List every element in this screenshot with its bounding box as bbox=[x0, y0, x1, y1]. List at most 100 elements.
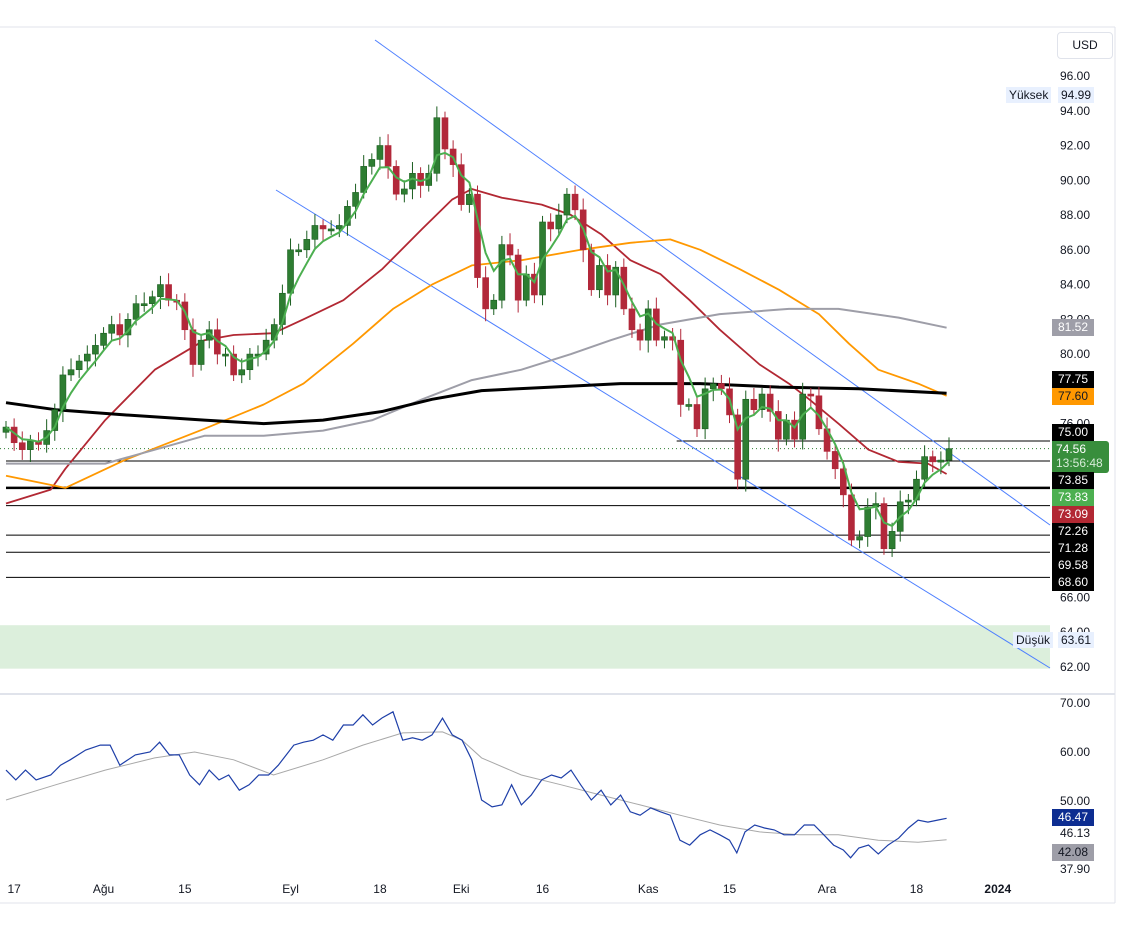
candle bbox=[766, 385, 774, 422]
price-tick-label: 84.00 bbox=[1060, 278, 1090, 292]
candle-body-down bbox=[571, 193, 579, 211]
time-tick-label: 17 bbox=[7, 882, 21, 896]
candle-body-up bbox=[83, 353, 91, 362]
candle bbox=[547, 213, 554, 242]
candle bbox=[157, 275, 164, 310]
candle-body-up bbox=[905, 499, 912, 503]
candle-body-down bbox=[189, 329, 197, 365]
candle bbox=[75, 354, 83, 378]
candle bbox=[83, 345, 91, 372]
time-tick-label: Eyl bbox=[282, 882, 299, 896]
candle bbox=[67, 358, 75, 382]
time-tick-label: Eki bbox=[453, 882, 470, 896]
high-value: 94.99 bbox=[1058, 87, 1095, 103]
time-tick-label: Ara bbox=[818, 882, 837, 896]
level-7226-label: 72.26 bbox=[1052, 523, 1094, 540]
candle bbox=[230, 345, 237, 382]
candle-body-up bbox=[311, 225, 319, 240]
candle-body-up bbox=[742, 398, 750, 480]
candle bbox=[791, 411, 798, 448]
rsi-band-upper: 46.13 bbox=[1060, 825, 1091, 841]
time-tick-label: Kas bbox=[638, 882, 659, 896]
candle-body-up bbox=[644, 308, 652, 341]
candle bbox=[661, 330, 668, 349]
candle bbox=[368, 153, 376, 175]
candle-body-down bbox=[718, 383, 725, 390]
channel-lower-line[interactable] bbox=[275, 189, 1051, 669]
last-price-label: 74.56 13:56:48 bbox=[1052, 441, 1109, 473]
candle-body-up bbox=[287, 249, 294, 294]
candle-body-down bbox=[807, 393, 815, 397]
ma-black-price-label: 77.75 bbox=[1052, 371, 1094, 388]
time-tick-label: 18 bbox=[373, 882, 387, 896]
candle bbox=[815, 387, 823, 435]
candle bbox=[612, 261, 619, 308]
candle bbox=[222, 347, 229, 367]
candle-body-up bbox=[75, 360, 83, 371]
candle bbox=[758, 387, 766, 418]
candle-body-down bbox=[620, 266, 628, 310]
candle bbox=[295, 243, 302, 256]
ma-fast-line bbox=[5, 151, 950, 528]
candle bbox=[929, 450, 937, 473]
candle-body-down bbox=[18, 442, 26, 450]
candle-body-up bbox=[344, 206, 351, 226]
channel-upper-line[interactable] bbox=[374, 39, 1051, 526]
candle bbox=[701, 377, 709, 440]
demand-zone bbox=[0, 625, 1050, 669]
candle-body-up bbox=[888, 531, 896, 550]
candle-body-up bbox=[856, 536, 863, 541]
candle-body-up bbox=[433, 117, 441, 174]
candle-body-up bbox=[498, 244, 506, 301]
rsi-axis[interactable]: 70.00 60.00 50.00 bbox=[1060, 696, 1090, 808]
candle-body-up bbox=[522, 273, 530, 301]
rsi-ma-line bbox=[5, 731, 947, 843]
candle-body-up bbox=[409, 173, 416, 190]
candle bbox=[856, 530, 863, 549]
candle bbox=[116, 313, 124, 346]
candle-body-up bbox=[596, 265, 603, 291]
candle-body-up bbox=[157, 284, 164, 298]
candle bbox=[734, 408, 741, 490]
candle bbox=[522, 265, 530, 307]
rsi-ma-value-label: 42.08 bbox=[1052, 844, 1094, 861]
candle-body-down bbox=[880, 503, 888, 550]
candle-body-down bbox=[929, 456, 937, 463]
candle bbox=[636, 323, 644, 351]
price-tick-label: 94.00 bbox=[1060, 104, 1090, 118]
price-tick-label: 66.00 bbox=[1060, 590, 1090, 604]
candle bbox=[319, 219, 327, 242]
candle bbox=[750, 387, 758, 416]
candle bbox=[514, 248, 522, 313]
high-label: Yüksek bbox=[1006, 87, 1052, 103]
bar-countdown: 13:56:48 bbox=[1056, 456, 1103, 470]
candle bbox=[677, 328, 685, 417]
candle bbox=[685, 398, 693, 411]
candle-body-up bbox=[67, 369, 75, 376]
candle-body-down bbox=[840, 468, 847, 496]
time-tick-label: 16 bbox=[536, 882, 550, 896]
candle bbox=[100, 327, 107, 352]
candle bbox=[888, 522, 896, 557]
currency-button[interactable]: USD bbox=[1057, 32, 1113, 59]
candle-body-up bbox=[197, 339, 205, 365]
rsi-tick-label: 50.00 bbox=[1060, 794, 1090, 808]
candle-body-down bbox=[181, 301, 189, 331]
candle bbox=[693, 395, 701, 437]
candle-body-down bbox=[734, 414, 741, 480]
rsi-value-label: 46.47 bbox=[1052, 809, 1094, 826]
candle-body-up bbox=[685, 404, 693, 407]
candle-body-up bbox=[490, 299, 498, 310]
candles bbox=[2, 106, 953, 557]
price-tick-label: 86.00 bbox=[1060, 243, 1090, 257]
candle-body-up bbox=[303, 239, 311, 251]
candle bbox=[945, 437, 953, 467]
candle-body-up bbox=[149, 296, 156, 304]
candle-body-up bbox=[945, 448, 953, 461]
candle-body-down bbox=[750, 398, 758, 410]
candle bbox=[401, 180, 408, 203]
candle bbox=[433, 106, 441, 182]
candle-body-up bbox=[612, 266, 619, 296]
time-axis[interactable]: 17 Ağu 15 Eyl 18 Eki 16 Kas 15 Ara 18 2024 bbox=[7, 882, 1011, 896]
